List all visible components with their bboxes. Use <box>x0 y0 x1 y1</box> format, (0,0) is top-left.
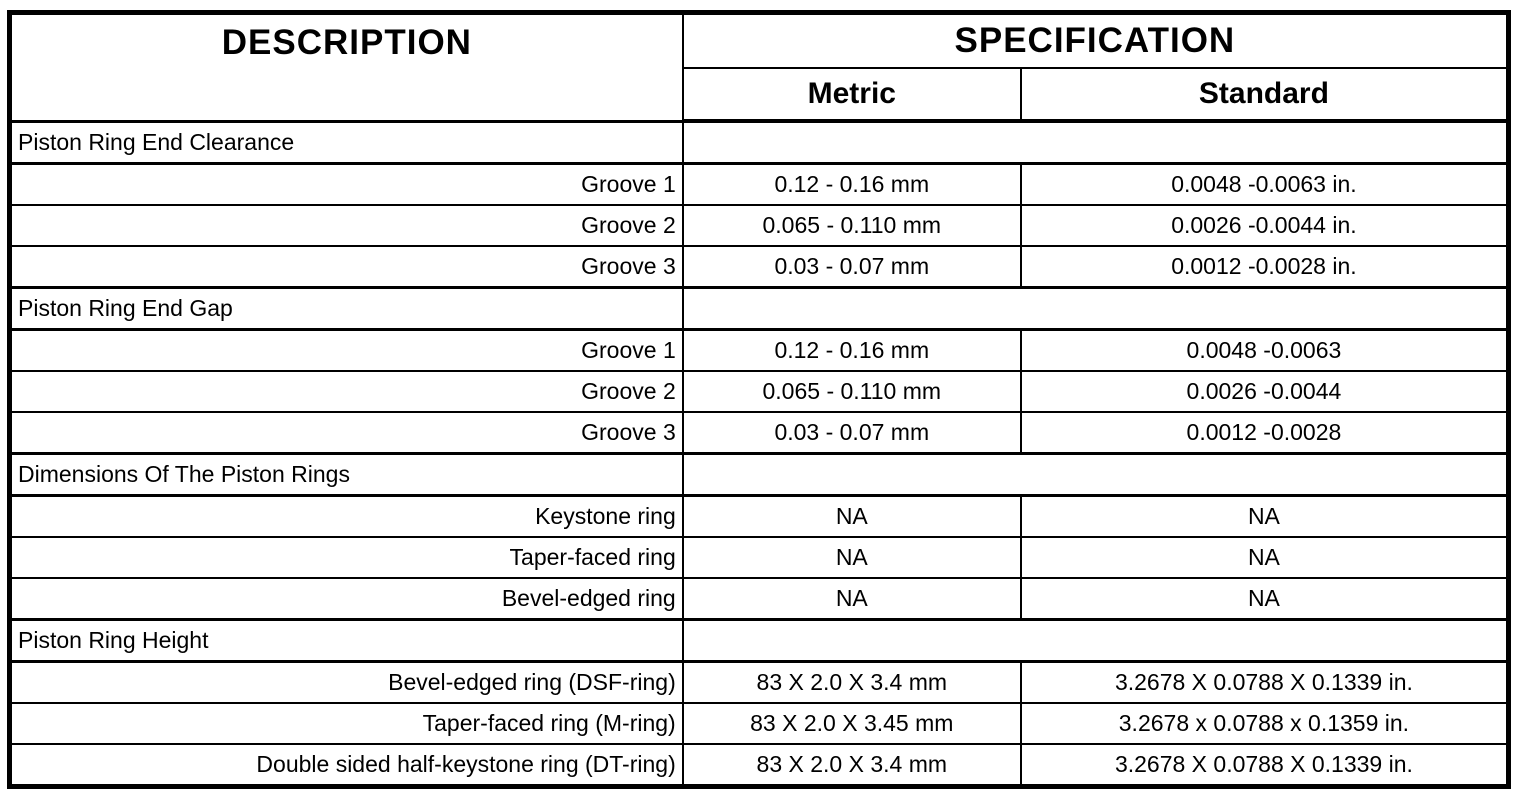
row-label: Bevel-edged ring (DSF-ring) <box>8 660 684 704</box>
section-empty-cell <box>681 452 1510 497</box>
row-label: Groove 3 <box>8 411 684 455</box>
metric-value: 0.03 - 0.07 mm <box>681 245 1022 289</box>
row-label: Bevel-edged ring <box>8 577 684 621</box>
section-empty-cell <box>681 618 1510 663</box>
metric-value: NA <box>681 494 1022 538</box>
piston-ring-spec-table: DESCRIPTION SPECIFICATION Metric Standar… <box>7 10 1511 789</box>
section-row: Piston Ring End Gap <box>8 286 1510 331</box>
metric-value: 83 X 2.0 X 3.45 mm <box>681 702 1022 745</box>
metric-value: 83 X 2.0 X 3.4 mm <box>681 743 1022 788</box>
metric-value: 0.12 - 0.16 mm <box>681 162 1022 206</box>
row-label: Groove 2 <box>8 204 684 247</box>
table-row: Groove 3 0.03 - 0.07 mm 0.0012 -0.0028 <box>8 411 1510 455</box>
table-row: Taper-faced ring NA NA <box>8 536 1510 579</box>
specification-column-header: SPECIFICATION <box>681 11 1510 69</box>
metric-value: 0.03 - 0.07 mm <box>681 411 1022 455</box>
table-row: Groove 2 0.065 - 0.110 mm 0.0026 -0.0044 i… <box>8 204 1510 247</box>
table-row: Taper-faced ring (M-ring) 83 X 2.0 X 3.45… <box>8 702 1510 745</box>
metric-value: 0.12 - 0.16 mm <box>681 328 1022 372</box>
metric-column-header: Metric <box>681 67 1022 123</box>
row-label: Groove 2 <box>8 370 684 413</box>
section-empty-cell <box>681 286 1510 331</box>
standard-value: 0.0012 -0.0028 <box>1019 411 1510 455</box>
standard-value: 3.2678 X 0.0788 X 0.1339 in. <box>1019 660 1510 704</box>
table-row: Bevel-edged ring (DSF-ring) 83 X 2.0 X 3.… <box>8 660 1510 704</box>
section-label: Piston Ring Height <box>8 618 684 663</box>
header-row-1: DESCRIPTION SPECIFICATION <box>8 11 1510 122</box>
metric-value: 83 X 2.0 X 3.4 mm <box>681 660 1022 704</box>
standard-value: NA <box>1019 494 1510 538</box>
section-label: Piston Ring End Gap <box>8 286 684 331</box>
section-empty-cell <box>681 119 1510 165</box>
row-label: Groove 3 <box>8 245 684 289</box>
standard-value: 0.0048 -0.0063 in. <box>1019 162 1510 206</box>
header-row-2: Metric Standard <box>10 67 1510 123</box>
table-row: Double sided half-keystone ring (DT-ring… <box>8 743 1510 788</box>
standard-value: NA <box>1019 577 1510 621</box>
table-row: Groove 1 0.12 - 0.16 mm 0.0048 -0.0063 <box>8 328 1510 372</box>
metric-value: 0.065 - 0.110 mm <box>681 370 1022 413</box>
standard-value: 0.0026 -0.0044 <box>1019 370 1510 413</box>
standard-value: 3.2678 X 0.0788 X 0.1339 in. <box>1019 743 1510 788</box>
row-label: Taper-faced ring <box>8 536 684 579</box>
table-row: Groove 1 0.12 - 0.16 mm 0.0048 -0.0063 in. <box>8 162 1510 206</box>
table-body: Piston Ring End Clearance Groove 1 0.12 - … <box>8 119 1510 788</box>
row-label: Double sided half-keystone ring (DT-ring… <box>8 743 684 788</box>
section-label: Piston Ring End Clearance <box>8 119 684 165</box>
metric-value: NA <box>681 536 1022 579</box>
section-row: Piston Ring Height <box>8 618 1510 663</box>
standard-value: 3.2678 x 0.0788 x 0.1359 in. <box>1019 702 1510 745</box>
standard-value: 0.0048 -0.0063 <box>1019 328 1510 372</box>
description-column-header: DESCRIPTION <box>8 11 684 122</box>
standard-value: NA <box>1019 536 1510 579</box>
standard-value: 0.0026 -0.0044 in. <box>1019 204 1510 247</box>
section-row: Dimensions Of The Piston Rings <box>8 452 1510 497</box>
row-label: Taper-faced ring (M-ring) <box>8 702 684 745</box>
row-label: Groove 1 <box>8 162 684 206</box>
metric-value: NA <box>681 577 1022 621</box>
metric-value: 0.065 - 0.110 mm <box>681 204 1022 247</box>
section-label: Dimensions Of The Piston Rings <box>8 452 684 497</box>
table-row: Groove 2 0.065 - 0.110 mm 0.0026 -0.0044 <box>8 370 1510 413</box>
table-row: Bevel-edged ring NA NA <box>8 577 1510 621</box>
row-label: Keystone ring <box>8 494 684 538</box>
table-row: Groove 3 0.03 - 0.07 mm 0.0012 -0.0028 in. <box>8 245 1510 289</box>
row-label: Groove 1 <box>8 328 684 372</box>
table-row: Keystone ring NA NA <box>8 494 1510 538</box>
standard-value: 0.0012 -0.0028 in. <box>1019 245 1510 289</box>
standard-column-header: Standard <box>1019 67 1510 123</box>
section-row: Piston Ring End Clearance <box>8 119 1510 165</box>
